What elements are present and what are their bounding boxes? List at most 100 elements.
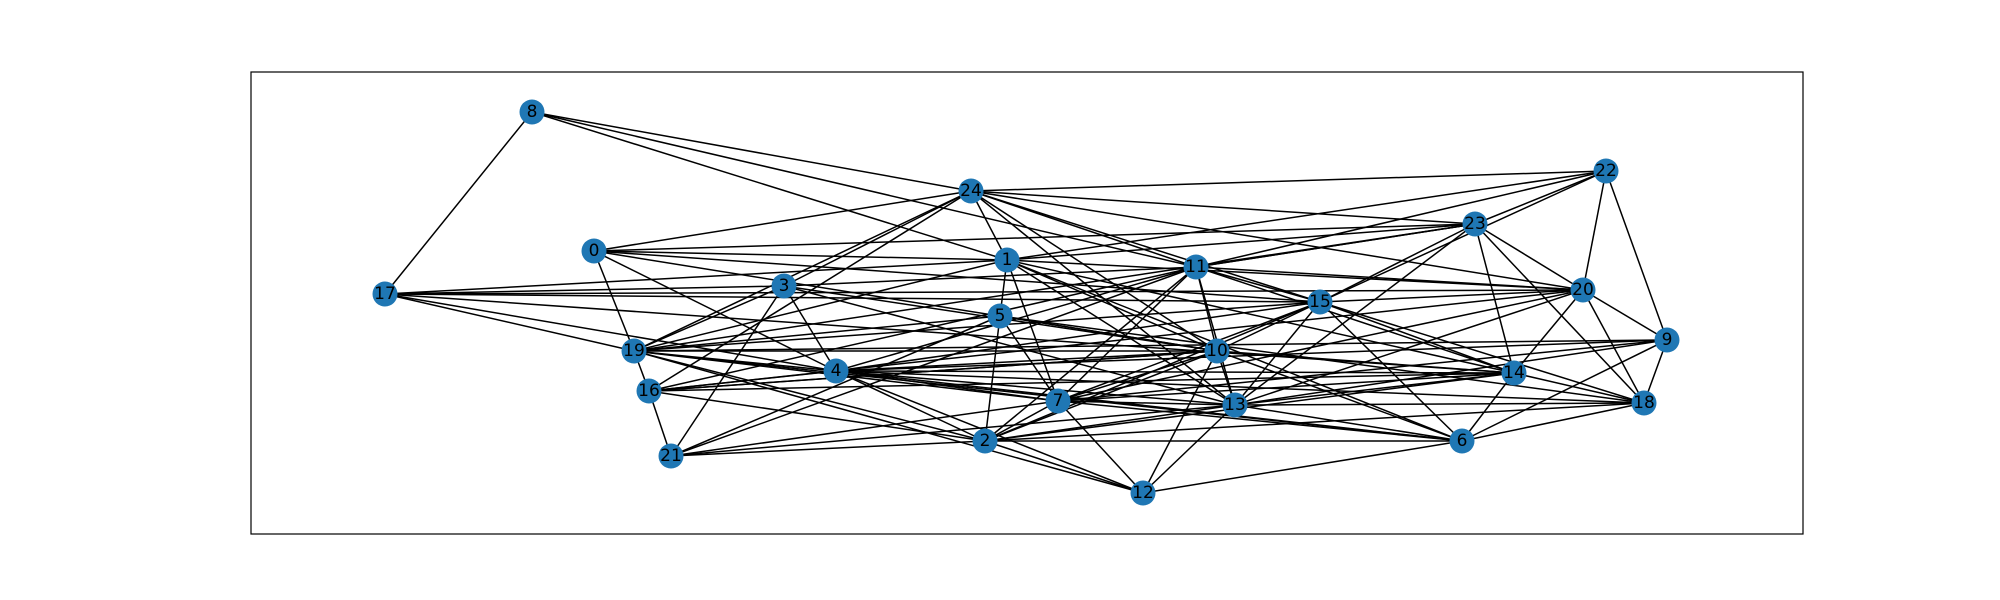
edge-1-6 (1006, 259, 1463, 442)
node-label-14: 14 (1503, 363, 1525, 383)
edge-4-18 (835, 370, 1645, 404)
edge-8-1 (531, 111, 1008, 261)
edge-4-7 (835, 370, 1059, 402)
edge-20-18 (1582, 289, 1645, 404)
edge-15-18 (1319, 301, 1645, 404)
edge-3-4 (783, 285, 837, 372)
edge-10-14 (1216, 350, 1515, 374)
edge-14-18 (1513, 372, 1645, 404)
edge-11-23 (1195, 223, 1476, 268)
node-circle-10 (1204, 338, 1230, 364)
node-circle-21 (658, 443, 684, 469)
node-label-21: 21 (660, 446, 682, 466)
edge-22-9 (1605, 170, 1668, 341)
node-label-2: 2 (980, 431, 991, 451)
edge-15-4 (835, 301, 1321, 372)
edge-23-15 (1319, 223, 1476, 303)
edge-17-20 (384, 289, 1584, 295)
edge-13-18 (1234, 402, 1645, 406)
node-circle-19 (621, 338, 647, 364)
node-21: 21 (658, 443, 684, 469)
edge-8-24 (531, 111, 972, 192)
edge-15-6 (1319, 301, 1463, 442)
node-circle-9 (1654, 327, 1680, 353)
edge-20-7 (1057, 289, 1584, 402)
node-circle-18 (1631, 390, 1657, 416)
edge-0-15 (593, 250, 1321, 303)
edge-6-12 (1142, 440, 1463, 494)
node-circle-13 (1222, 392, 1248, 418)
node-circle-2 (972, 428, 998, 454)
edge-5-7 (999, 315, 1059, 402)
edge-11-15 (1195, 266, 1321, 303)
edge-19-12 (633, 350, 1144, 494)
edge-4-10 (835, 350, 1218, 372)
node-label-13: 13 (1224, 395, 1246, 415)
edge-6-18 (1461, 402, 1645, 442)
edge-3-13 (783, 285, 1236, 406)
edge-22-20 (1582, 170, 1607, 291)
edge-17-3 (384, 285, 785, 295)
edge-10-7 (1057, 350, 1218, 402)
node-2: 2 (972, 428, 998, 454)
edge-17-15 (384, 293, 1321, 303)
node-label-15: 15 (1309, 292, 1331, 312)
node-label-7: 7 (1053, 391, 1064, 411)
node-11: 11 (1183, 254, 1209, 280)
node-16: 16 (636, 378, 662, 404)
edge-22-1 (1006, 170, 1607, 261)
edge-7-21 (670, 400, 1059, 457)
edge-23-20 (1474, 223, 1584, 291)
node-circle-16 (636, 378, 662, 404)
node-circle-8 (519, 99, 545, 125)
edge-1-23 (1006, 223, 1476, 261)
edge-15-10 (1216, 301, 1321, 352)
node-1: 1 (994, 247, 1020, 273)
edge-22-23 (1474, 170, 1607, 225)
node-circle-15 (1307, 289, 1333, 315)
edge-11-16 (648, 266, 1197, 392)
edge-21-2 (670, 440, 986, 457)
node-label-12: 12 (1132, 483, 1154, 503)
node-circle-23 (1462, 211, 1488, 237)
edge-22-15 (1319, 170, 1607, 303)
edge-15-19 (633, 301, 1321, 352)
node-circle-17 (372, 281, 398, 307)
edge-0-1 (593, 250, 1008, 261)
edge-4-13 (835, 370, 1236, 406)
node-17: 17 (372, 281, 398, 307)
node-5: 5 (987, 303, 1013, 329)
node-label-17: 17 (374, 284, 396, 304)
edge-1-17 (384, 259, 1008, 295)
edge-10-16 (648, 350, 1218, 392)
node-label-20: 20 (1572, 280, 1594, 300)
plot-frame (250, 71, 1804, 535)
node-label-9: 9 (1662, 330, 1673, 350)
node-circle-12 (1130, 480, 1156, 506)
edge-23-18 (1474, 223, 1645, 404)
node-10: 10 (1204, 338, 1230, 364)
edge-24-15 (970, 190, 1321, 303)
edge-16-14 (648, 372, 1515, 392)
edge-23-14 (1474, 223, 1515, 374)
node-label-22: 22 (1595, 161, 1617, 181)
edge-7-12 (1057, 400, 1144, 494)
node-9: 9 (1654, 327, 1680, 353)
node-circle-11 (1183, 254, 1209, 280)
edge-20-14 (1513, 289, 1584, 374)
node-15: 15 (1307, 289, 1333, 315)
node-label-0: 0 (589, 241, 600, 261)
edge-9-4 (835, 339, 1668, 372)
node-4: 4 (823, 358, 849, 384)
node-label-18: 18 (1633, 393, 1655, 413)
edge-5-2 (984, 315, 1001, 442)
node-label-8: 8 (527, 102, 538, 122)
edges-layer (384, 111, 1668, 494)
edge-4-16 (648, 370, 837, 392)
node-label-1: 1 (1002, 250, 1013, 270)
edge-24-22 (970, 170, 1607, 192)
edge-9-7 (1057, 339, 1668, 402)
node-13: 13 (1222, 392, 1248, 418)
